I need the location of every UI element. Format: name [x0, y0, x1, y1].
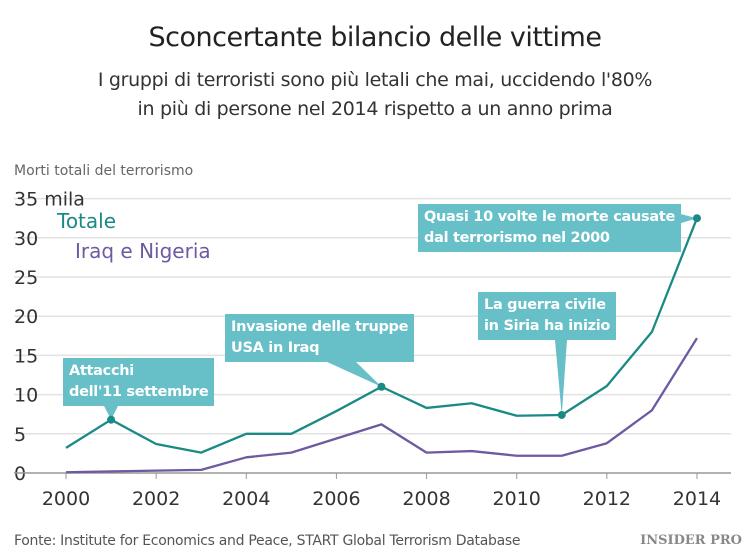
y-tick-label: 5: [14, 424, 26, 446]
callout-pointer: [325, 361, 382, 387]
annotation-point: [557, 410, 566, 419]
annotation-2011: La guerra civile in Siria ha inizio: [478, 292, 617, 340]
x-tick-label: 2008: [402, 488, 450, 510]
y-tick-label: 10: [14, 385, 38, 407]
source-note: Fonte: Institute for Economics and Peace…: [14, 533, 521, 549]
y-tick-label: 20: [14, 306, 38, 328]
chart-title: Sconcertante bilancio delle vittime: [148, 22, 602, 53]
callout-pointer: [555, 340, 567, 415]
legend-iraq-nigeria: Iraq e Nigeria: [75, 239, 211, 263]
x-tick-label: 2014: [673, 488, 721, 510]
x-tick-label: 2006: [312, 488, 360, 510]
y-tick-label: 15: [14, 345, 38, 367]
insider-pro-logo: INSIDER PRO: [640, 533, 742, 548]
y-axis-label: Morti totali del terrorismo: [14, 163, 194, 179]
x-tick-label: 2002: [132, 488, 180, 510]
annotation-point: [377, 382, 386, 391]
y-tick-label: 30: [14, 228, 38, 250]
legend-totale: Totale: [57, 209, 117, 233]
annotation-2001: Attacchi dell'11 settembre: [63, 358, 215, 406]
y-tick-label: 0: [14, 463, 26, 485]
x-tick-label: 2004: [222, 488, 270, 510]
annotation-point: [692, 214, 701, 223]
x-tick-label: 2010: [493, 488, 541, 510]
annotation-2007: Invasione delle truppe USA in Iraq: [225, 314, 415, 362]
chart-subtitle: I gruppi di terroristi sono più letali c…: [0, 66, 750, 124]
y-tick-label: 35 mila: [14, 189, 85, 211]
x-tick-label: 2000: [42, 488, 90, 510]
subtitle-line: in più di persone nel 2014 rispetto a un…: [137, 98, 613, 120]
annotation-point: [107, 415, 116, 424]
subtitle-line: I gruppi di terroristi sono più letali c…: [97, 69, 653, 91]
y-tick-label: 25: [14, 267, 38, 289]
annotation-2014: Quasi 10 volte le morte causate dal terro…: [418, 204, 681, 252]
series-line-iraq-nigeria: [65, 337, 698, 474]
x-tick-label: 2012: [583, 488, 631, 510]
